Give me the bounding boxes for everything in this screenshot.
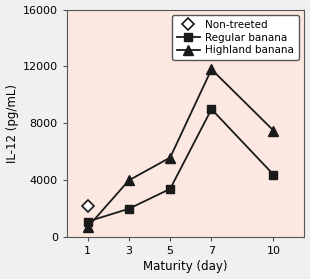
Y-axis label: IL-12 (pg/mL): IL-12 (pg/mL) xyxy=(6,84,19,163)
Regular banana xyxy=(210,107,213,111)
X-axis label: Maturity (day): Maturity (day) xyxy=(144,260,228,273)
Regular banana xyxy=(272,173,275,176)
Regular banana xyxy=(168,187,172,191)
Highland banana xyxy=(127,179,131,182)
Highland banana xyxy=(168,156,172,159)
Line: Highland banana: Highland banana xyxy=(83,64,278,232)
Highland banana xyxy=(210,68,213,71)
Highland banana xyxy=(272,129,275,132)
Regular banana xyxy=(127,207,131,210)
Legend: Non-treeted, Regular banana, Highland banana: Non-treeted, Regular banana, Highland ba… xyxy=(172,15,299,60)
Highland banana xyxy=(86,226,89,229)
Line: Regular banana: Regular banana xyxy=(83,105,278,226)
Regular banana xyxy=(86,220,89,223)
